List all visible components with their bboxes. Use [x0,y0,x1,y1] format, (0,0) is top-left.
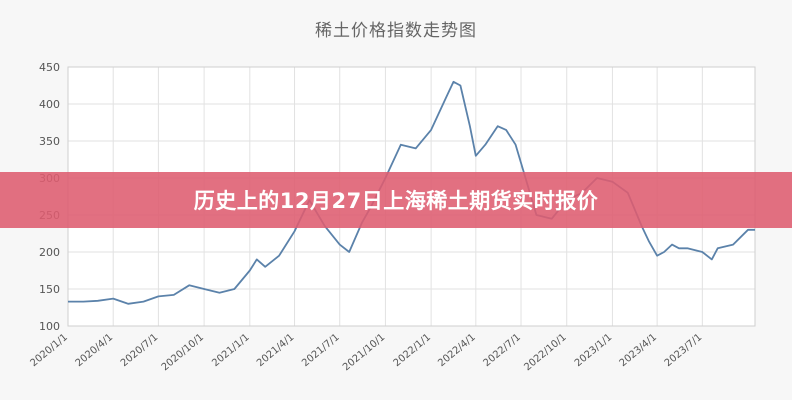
y-tick-label: 150 [39,283,60,296]
x-tick-label: 2023/4/1 [618,332,659,369]
x-tick-label: 2023/7/1 [663,332,704,369]
x-tick-label: 2022/10/1 [522,332,568,373]
y-tick-label: 400 [39,98,60,111]
y-tick-label: 350 [39,135,60,148]
y-tick-label: 100 [39,320,60,333]
x-tick-label: 2020/1/1 [28,332,69,369]
series-line [68,80,755,305]
x-tick-label: 2022/4/1 [436,332,477,369]
x-tick-label: 2021/7/1 [300,332,341,369]
y-tick-label: 450 [39,61,60,74]
x-tick-label: 2022/1/1 [392,332,433,369]
headline-text: 历史上的12月27日上海稀土期货实时报价 [193,189,599,213]
x-tick-label: 2022/7/1 [481,332,522,369]
x-tick-label: 2021/10/1 [341,332,387,373]
headline-banner: 历史上的12月27日上海稀土期货实时报价 [0,172,792,228]
x-tick-label: 2023/1/1 [573,332,614,369]
x-tick-label: 2021/1/1 [210,332,251,369]
chart-title: 稀土价格指数走势图 [315,21,477,41]
x-tick-label: 2020/10/1 [160,332,206,373]
x-tick-label: 2021/4/1 [255,332,296,369]
y-tick-label: 200 [39,246,60,259]
x-tick-label: 2020/4/1 [74,332,115,369]
x-tick-label: 2020/7/1 [119,332,160,369]
